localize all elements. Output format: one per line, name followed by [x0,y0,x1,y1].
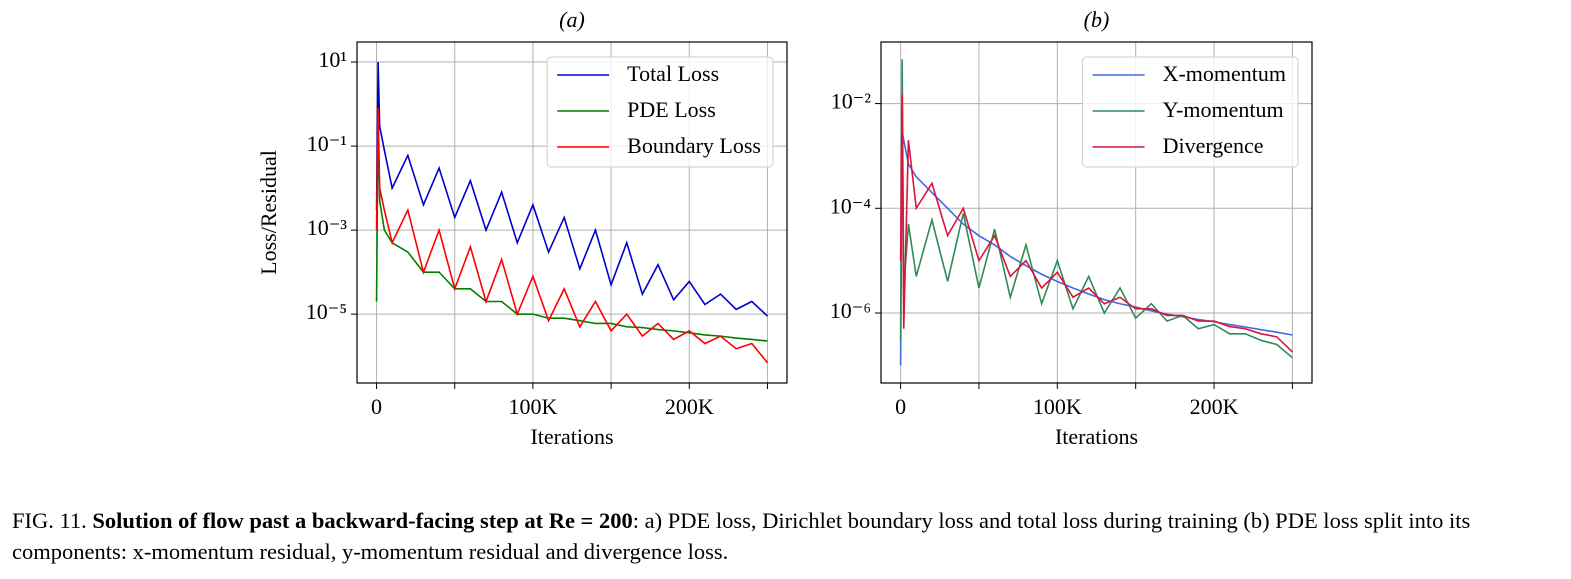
x-axis-label: Iterations [530,424,613,449]
y-tick-label: 10⁻³ [307,215,348,240]
series-line [375,62,768,317]
y-tick-label: 10⁻⁵ [306,299,347,324]
y-tick-label: 10⁻² [831,89,872,114]
x-axis-label: Iterations [1055,424,1138,449]
legend-label: Boundary Loss [627,133,761,158]
legend-label: X-momentum [1163,61,1286,86]
legend-label: Total Loss [627,61,719,86]
caption-bold: Solution of flow past a backward-facing … [92,508,633,533]
chart-title: (b) [1084,7,1110,32]
legend: X-momentum Y-momentum Divergence [1082,56,1299,168]
y-tick-label: 10⁻¹ [307,131,347,156]
x-tick-label: 100K [508,394,557,419]
caption-label: FIG. 11. [12,508,87,533]
legend-box [546,56,774,168]
x-tick-label: 0 [895,394,906,419]
series-line [375,108,769,364]
series-line [899,59,1293,359]
legend-label: PDE Loss [627,97,716,122]
legend-label: Divergence [1163,133,1264,158]
x-tick-label: 100K [1033,394,1082,419]
caption-text: : a) PDE loss, Dirichlet boundary loss a… [12,508,1471,564]
axes-frame [880,41,1313,384]
caption: FIG. 11. Solution of flow past a backwar… [12,505,1564,567]
y-tick-label: 10⁻⁴ [830,193,872,218]
axes-frame [356,41,788,384]
x-tick-label: 200K [665,394,714,419]
chart-title: (a) [559,7,585,32]
y-axis-label: Loss/Residual [256,150,281,275]
x-tick-label: 200K [1190,394,1239,419]
y-tick-label: 10¹ [318,47,347,72]
figure: 0 100K 200K 10¹ 10⁻¹ 10⁻³ 10⁻⁵ (a) Iterations Los… [256,7,1313,449]
x-tick-label: 0 [371,394,382,419]
y-tick-label: 10⁻⁶ [830,298,871,323]
legend-label: Y-momentum [1163,97,1284,122]
series-line [375,116,768,342]
legend: Total Loss PDE Loss Boundary Loss [546,56,774,168]
series-line [899,94,1293,353]
legend-box [1082,56,1299,168]
